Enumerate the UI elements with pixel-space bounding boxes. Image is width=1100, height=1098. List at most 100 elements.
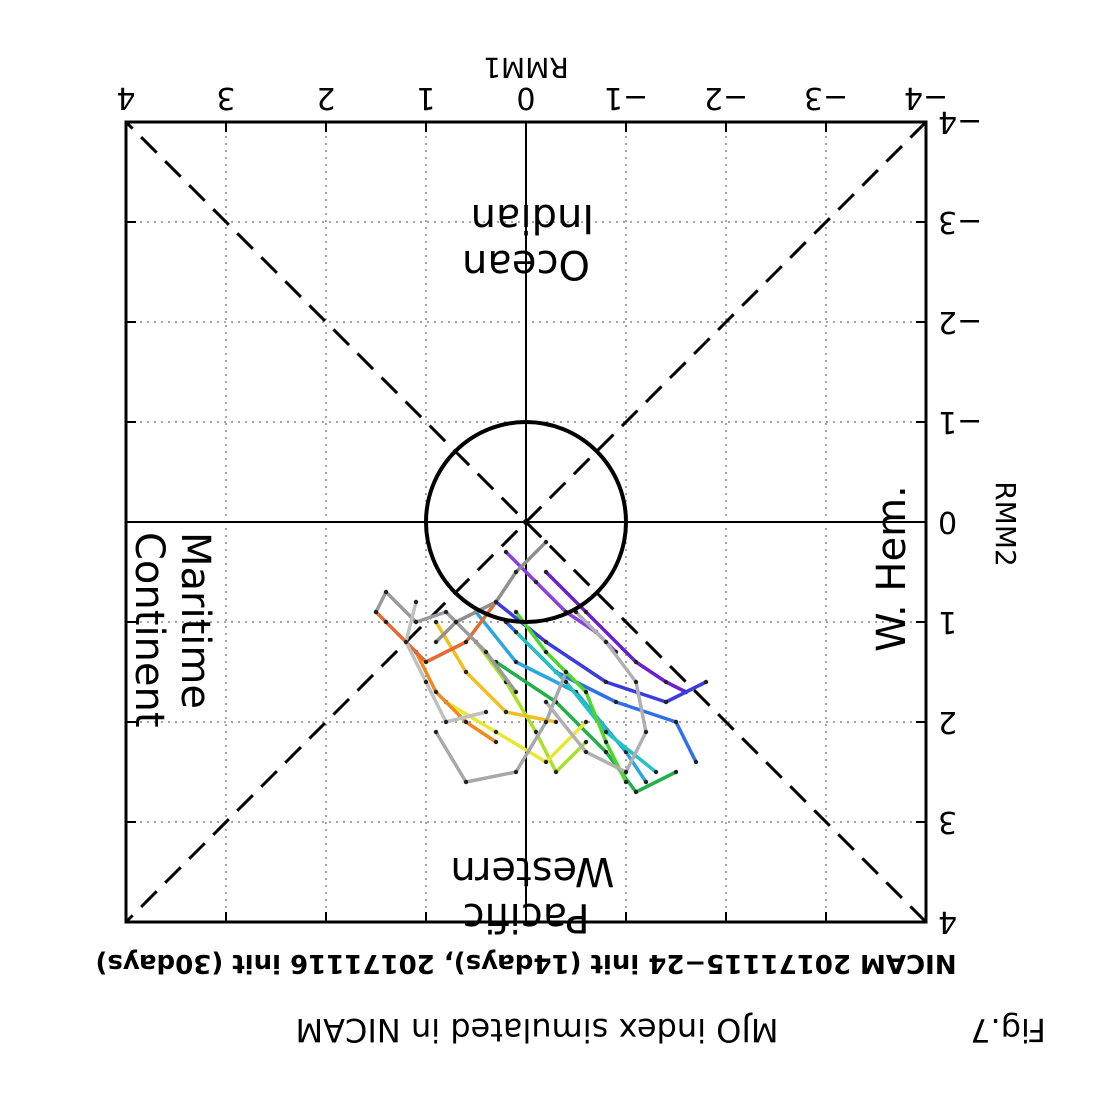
data-point <box>443 719 449 725</box>
data-point <box>503 709 509 715</box>
data-point <box>583 689 589 695</box>
series-line-15 <box>434 670 568 784</box>
data-point <box>433 639 439 645</box>
data-point <box>513 609 519 615</box>
x-tick-label: −2 <box>704 80 748 115</box>
data-point <box>553 769 559 775</box>
data-point <box>613 699 619 705</box>
region-maritime-continent: Maritime Continent <box>126 532 218 728</box>
series-layer <box>373 539 709 795</box>
data-point <box>543 759 549 765</box>
y-tick-label: 4 <box>938 904 957 939</box>
region-western-pacific: Western Pacific <box>438 848 615 940</box>
x-tick-label: 4 <box>116 80 135 115</box>
y-axis-title: RMM2 <box>989 481 1022 567</box>
x-tick-label: 3 <box>216 80 235 115</box>
data-point <box>513 629 519 635</box>
data-point <box>633 789 639 795</box>
data-point <box>653 769 659 775</box>
data-point <box>413 599 419 605</box>
data-point <box>513 689 519 695</box>
data-point <box>543 569 549 575</box>
data-point <box>433 619 439 625</box>
data-point <box>383 589 389 595</box>
data-point <box>603 739 609 745</box>
x-tick-label: −4 <box>904 80 948 115</box>
data-point <box>493 739 499 745</box>
data-point <box>583 719 589 725</box>
unit-circle <box>424 420 628 624</box>
data-point <box>643 729 649 735</box>
data-point <box>543 539 549 545</box>
x-tick-label: −1 <box>604 80 648 115</box>
data-point <box>463 779 469 785</box>
data-point <box>423 679 429 685</box>
data-point <box>433 729 439 735</box>
data-point <box>413 619 419 625</box>
data-point <box>553 719 559 725</box>
data-point <box>373 609 379 615</box>
data-point <box>583 609 589 615</box>
rotated-chart-group: −4 −3 −2 −1 0 1 2 3 4 −4 −3 −2 −1 0 1 2 3 4 RMM1 RMM2 NIC… <box>95 51 1022 978</box>
data-point <box>503 549 509 555</box>
x-tick-label: 0 <box>516 80 535 115</box>
data-point <box>633 679 639 685</box>
data-point <box>513 569 519 575</box>
data-point <box>693 759 699 765</box>
data-point <box>463 669 469 675</box>
data-point <box>603 639 609 645</box>
region-w-hem: W. Hem. <box>869 485 915 652</box>
y-tick-label: 2 <box>938 704 957 739</box>
data-point <box>643 779 649 785</box>
data-point <box>493 599 499 605</box>
data-point <box>543 649 549 655</box>
data-point <box>493 729 499 735</box>
data-point <box>423 659 429 665</box>
data-point <box>543 639 549 645</box>
data-point <box>463 719 469 725</box>
data-point <box>583 739 589 745</box>
data-point <box>383 619 389 625</box>
data-point <box>623 769 629 775</box>
series-line-5 <box>474 610 648 784</box>
x-tick-label: −3 <box>804 80 848 115</box>
region-indian-ocean: Indian Ocean <box>458 195 594 287</box>
data-point <box>663 699 669 705</box>
data-point <box>673 769 679 775</box>
series-line-7 <box>494 660 678 794</box>
data-point <box>603 679 609 685</box>
data-point <box>563 679 569 685</box>
data-point <box>703 679 709 685</box>
y-tick-label: 0 <box>938 504 957 539</box>
data-point <box>443 609 449 615</box>
data-point <box>563 669 569 675</box>
y-tick-label: −4 <box>938 104 982 139</box>
y-tick-label: −1 <box>938 404 982 439</box>
series-line-12 <box>414 650 498 744</box>
data-point <box>483 709 489 715</box>
data-point <box>513 769 519 775</box>
series-line-14 <box>374 590 518 694</box>
data-point <box>543 719 549 725</box>
tick-labels: −4 −3 −2 −1 0 1 2 3 4 −4 −3 −2 −1 0 1 2 3 4 <box>116 80 982 939</box>
origin-dot <box>523 519 529 525</box>
x-axis-title: RMM1 <box>483 51 569 84</box>
data-point <box>673 719 679 725</box>
data-point <box>463 639 469 645</box>
chart-subtitle: NICAM 20171115−24 init (14days), 2017111… <box>95 948 956 978</box>
data-point <box>453 619 459 625</box>
data-point <box>633 659 639 665</box>
y-tick-label: −3 <box>938 204 982 239</box>
data-point <box>603 729 609 735</box>
data-point <box>533 729 539 735</box>
data-point <box>403 639 409 645</box>
data-point <box>603 749 609 755</box>
figure-caption: MJO index simulated in NICAM <box>296 1011 779 1049</box>
series-line-11 <box>434 620 558 724</box>
data-point <box>623 779 629 785</box>
y-tick-label: −2 <box>938 304 982 339</box>
data-point <box>543 699 549 705</box>
data-point <box>483 649 489 655</box>
y-tick-label: 3 <box>938 804 957 839</box>
